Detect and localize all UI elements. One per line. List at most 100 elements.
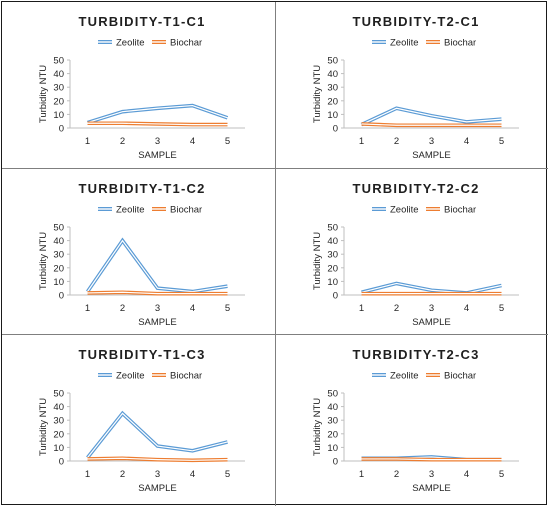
series-biochar <box>361 122 502 128</box>
chart-panel-t1-c1: TURBIDITY-T1-C1 Zeolite Biochar 0 10 20 30 40 50… <box>2 2 274 168</box>
series-line-core <box>87 457 228 461</box>
series-line-core <box>361 107 502 126</box>
x-tick-label: 2 <box>120 136 125 147</box>
series-biochar <box>87 456 228 463</box>
y-tick-label: 10 <box>53 110 64 121</box>
series-line-zeolite <box>361 281 502 295</box>
legend: Zeolite Biochar <box>98 371 202 382</box>
legend-label-biochar: Biochar <box>444 205 476 216</box>
chart-panel-t2-c1: TURBIDITY-T2-C1 Zeolite Biochar 0 10 20 30 40 50… <box>276 2 548 168</box>
series-zeolite <box>360 106 502 127</box>
x-tick-label: 5 <box>499 136 504 147</box>
x-tick-label: 1 <box>359 303 364 314</box>
chart-panel-t2-c3: TURBIDITY-T2-C3 Zeolite Biochar 0 10 20 30 40 50… <box>276 335 548 501</box>
y-tick-label: 0 <box>59 124 64 135</box>
legend-label-biochar: Biochar <box>170 205 202 216</box>
x-tick-label: 3 <box>429 303 434 314</box>
series-line-core <box>87 291 228 295</box>
x-axis-title: SAMPLE <box>138 483 177 494</box>
series-biochar <box>87 121 228 127</box>
x-tick-label: 5 <box>225 469 230 480</box>
y-tick-label: 0 <box>333 124 338 135</box>
y-tick-label: 50 <box>53 56 64 67</box>
legend-label-biochar: Biochar <box>170 38 202 49</box>
panel-divider-vertical <box>275 2 276 506</box>
legend: Zeolite Biochar <box>372 205 476 216</box>
series-biochar <box>361 457 502 462</box>
y-tick-label: 30 <box>327 83 338 94</box>
legend-label-biochar: Biochar <box>444 371 476 382</box>
x-tick-label: 3 <box>155 469 160 480</box>
y-tick-label: 10 <box>327 110 338 121</box>
x-tick-label: 1 <box>359 136 364 147</box>
x-tick-label: 1 <box>85 303 90 314</box>
line-chart: TURBIDITY-T2-C3 Zeolite Biochar 0 10 20 30 40 50… <box>312 347 519 494</box>
x-tick-label: 3 <box>429 136 434 147</box>
series-zeolite <box>361 281 502 295</box>
y-axis-title: Turbidity NTU <box>312 398 323 456</box>
y-tick-label: 10 <box>53 443 64 454</box>
legend-label-zeolite: Zeolite <box>116 205 145 216</box>
x-tick-label: 1 <box>85 469 90 480</box>
series-zeolite <box>86 103 229 125</box>
x-axis-title: SAMPLE <box>412 317 451 328</box>
y-tick-label: 20 <box>327 96 338 107</box>
y-tick-label: 20 <box>53 96 64 107</box>
chart-panel-t1-c2: TURBIDITY-T1-C2 Zeolite Biochar 0 10 20 30 40 50… <box>2 169 274 335</box>
legend-label-biochar: Biochar <box>170 371 202 382</box>
chart-title: TURBIDITY-T1-C3 <box>78 347 205 362</box>
legend-label-biochar: Biochar <box>444 38 476 49</box>
y-tick-label: 0 <box>333 291 338 302</box>
series-line-core <box>361 123 502 126</box>
series-zeolite <box>86 237 228 294</box>
line-chart: TURBIDITY-T1-C3 Zeolite Biochar 0 10 20 30 40 50… <box>38 347 245 494</box>
y-tick-label: 10 <box>327 277 338 288</box>
y-tick-label: 50 <box>327 389 338 400</box>
y-tick-label: 50 <box>53 223 64 234</box>
chart-title: TURBIDITY-T1-C1 <box>78 14 205 29</box>
y-tick-label: 20 <box>327 429 338 440</box>
y-tick-label: 40 <box>327 69 338 80</box>
y-axis-title: Turbidity NTU <box>38 65 49 123</box>
y-tick-label: 0 <box>333 457 338 468</box>
x-tick-label: 3 <box>155 303 160 314</box>
x-tick-label: 4 <box>464 136 469 147</box>
x-axis-title: SAMPLE <box>412 483 451 494</box>
x-tick-label: 4 <box>464 303 469 314</box>
x-axis-title: SAMPLE <box>412 150 451 161</box>
y-tick-label: 40 <box>327 402 338 413</box>
y-tick-label: 30 <box>53 83 64 94</box>
series-line-zeolite <box>86 410 228 459</box>
x-tick-label: 1 <box>359 469 364 480</box>
series-line-core <box>87 239 228 293</box>
y-tick-label: 50 <box>327 56 338 67</box>
y-tick-label: 40 <box>53 402 64 413</box>
x-tick-label: 5 <box>225 303 230 314</box>
series-line-core <box>87 104 228 124</box>
series-line-core <box>361 458 502 461</box>
chart-title: TURBIDITY-T2-C3 <box>352 347 479 362</box>
legend: Zeolite Biochar <box>98 38 202 49</box>
series-line-zeolite <box>86 237 228 294</box>
y-tick-label: 40 <box>53 69 64 80</box>
y-tick-label: 10 <box>327 443 338 454</box>
x-tick-label: 2 <box>120 303 125 314</box>
series-biochar <box>87 290 228 296</box>
series-line-core <box>361 282 502 294</box>
line-chart: TURBIDITY-T1-C2 Zeolite Biochar 0 10 20 30 40 50… <box>38 181 245 328</box>
x-tick-label: 5 <box>499 469 504 480</box>
x-tick-label: 4 <box>464 469 469 480</box>
x-tick-label: 3 <box>155 136 160 147</box>
panel-divider-horizontal <box>2 334 548 335</box>
y-tick-label: 40 <box>53 236 64 247</box>
legend: Zeolite Biochar <box>372 38 476 49</box>
y-tick-label: 30 <box>53 416 64 427</box>
series-line-core <box>87 412 228 458</box>
chart-panel-t2-c2: TURBIDITY-T2-C2 Zeolite Biochar 0 10 20 30 40 50… <box>276 169 548 335</box>
x-tick-label: 5 <box>225 136 230 147</box>
y-tick-label: 50 <box>327 223 338 234</box>
y-tick-label: 30 <box>53 250 64 261</box>
line-chart: TURBIDITY-T2-C1 Zeolite Biochar 0 10 20 30 40 50… <box>312 14 519 161</box>
legend-label-zeolite: Zeolite <box>116 371 145 382</box>
